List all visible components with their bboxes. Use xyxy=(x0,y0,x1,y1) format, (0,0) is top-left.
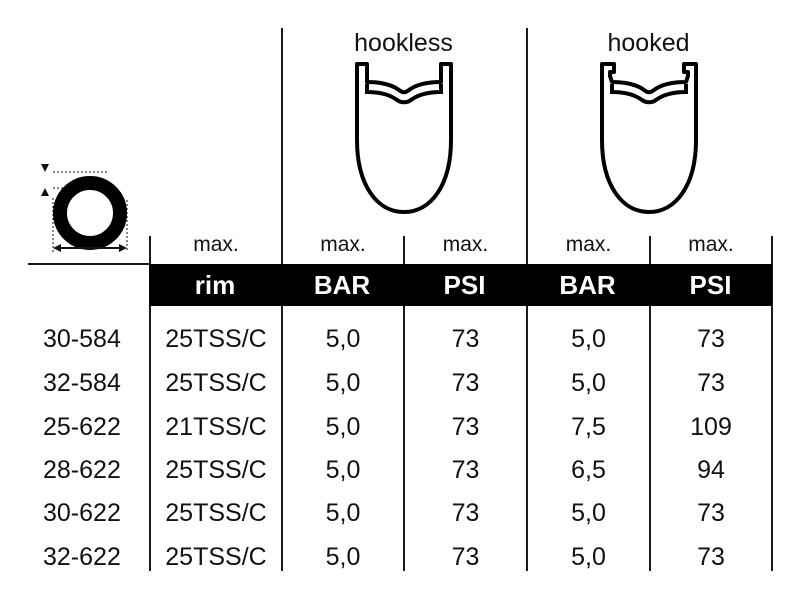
header-hooked-psi: PSI xyxy=(689,270,732,300)
hooked-bar-cell: 5,0 xyxy=(571,543,606,571)
hookless-psi-cell: 73 xyxy=(451,456,480,484)
tire-size-cell: 32-622 xyxy=(43,543,121,571)
hookless-psi-cell: 73 xyxy=(451,413,480,441)
hooked-bar-cell: 5,0 xyxy=(571,499,606,527)
hooked-bar-cell: 6,5 xyxy=(571,456,606,484)
rim-cell: 21TSS/C xyxy=(165,413,267,441)
hooked-psi-cell: 109 xyxy=(690,413,732,441)
hooked-bar-cell: 5,0 xyxy=(571,325,606,353)
hooked-psi-cell: 73 xyxy=(697,543,725,571)
max-label-hookless-bar: max. xyxy=(320,233,366,256)
tire-size-cell: 28-622 xyxy=(43,456,121,484)
rim-cell: 25TSS/C xyxy=(165,369,267,397)
hookless-psi-cell: 73 xyxy=(451,325,480,353)
rim-cell: 25TSS/C xyxy=(165,456,267,484)
hookless-bar-cell: 5,0 xyxy=(325,369,361,397)
hookless-bar-cell: 5,0 xyxy=(325,499,361,527)
tire-size-cell: 30-622 xyxy=(43,499,121,527)
max-label-hooked-psi: max. xyxy=(688,233,734,256)
hookless-bar-cell: 5,0 xyxy=(325,543,361,571)
hookless-psi-cell: 73 xyxy=(451,543,480,571)
hooked-bar-cell: 5,0 xyxy=(571,369,606,397)
hookless-rim-profile-icon xyxy=(355,62,453,214)
rim-cell: 25TSS/C xyxy=(165,543,267,571)
hookless-bar-cell: 5,0 xyxy=(325,456,361,484)
hookless-psi-cell: 73 xyxy=(451,369,480,397)
hookless-psi-cell: 73 xyxy=(451,499,480,527)
max-label-hooked-bar: max. xyxy=(565,233,612,256)
hooked-psi-cell: 73 xyxy=(697,369,725,397)
max-label-hookless-psi: max. xyxy=(442,233,489,256)
header-rim: rim xyxy=(194,270,236,300)
hookless-bar-cell: 5,0 xyxy=(325,325,361,353)
tire-size-cell: 30-584 xyxy=(43,325,121,353)
header-hookless-bar: BAR xyxy=(313,270,371,300)
hookless-bar-cell: 5,0 xyxy=(325,413,361,441)
tire-cross-section-icon xyxy=(41,164,128,252)
header-rule xyxy=(28,263,150,265)
column-header-bar: rim BAR PSI BAR PSI xyxy=(149,264,772,306)
max-label-rim: max. xyxy=(193,233,239,256)
hooked-title: hooked xyxy=(607,29,690,57)
rim-cell: 25TSS/C xyxy=(165,499,267,527)
column-divider xyxy=(771,236,773,571)
column-divider xyxy=(403,236,405,571)
header-hooked-bar: BAR xyxy=(559,270,616,300)
hooked-bar-cell: 7,5 xyxy=(571,413,606,441)
tire-size-cell: 25-622 xyxy=(43,413,121,441)
column-divider xyxy=(149,236,151,571)
column-divider xyxy=(649,236,651,571)
hooked-psi-cell: 73 xyxy=(697,499,725,527)
hooked-psi-cell: 94 xyxy=(697,456,725,484)
tire-size-cell: 32-584 xyxy=(43,369,121,397)
hookless-title: hookless xyxy=(354,29,453,57)
header-hookless-psi: PSI xyxy=(443,270,486,300)
hooked-psi-cell: 73 xyxy=(697,325,725,353)
rim-cell: 25TSS/C xyxy=(165,325,267,353)
hooked-rim-profile-icon xyxy=(600,62,698,214)
